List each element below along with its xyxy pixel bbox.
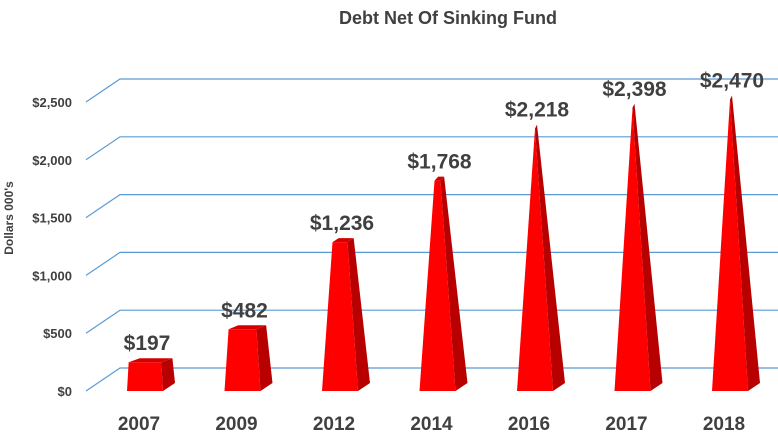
bar-2012: [322, 238, 370, 391]
y-tick-label: $1,000: [32, 268, 72, 283]
x-tick-label: 2014: [410, 414, 453, 435]
bar-2018: [712, 95, 760, 391]
bar-side: [256, 325, 273, 391]
bar-top: [332, 238, 354, 243]
x-tick-label: 2007: [118, 414, 160, 435]
x-tick-label: 2018: [703, 414, 745, 435]
bar-side: [730, 95, 760, 391]
data-label: $1,236: [310, 212, 374, 235]
bar-side: [535, 124, 565, 392]
x-tick-label: 2009: [215, 414, 257, 435]
y-tick-label: $1,500: [32, 211, 72, 226]
y-axis-ticks: $0 $500 $1,000 $1,500 $2,000 $2,500: [32, 95, 72, 399]
bar-top: [434, 176, 445, 181]
y-axis-label: Dollars 000's: [2, 181, 16, 255]
x-tick-label: 2016: [508, 414, 550, 435]
bars: [127, 95, 760, 392]
bar-top: [228, 325, 267, 330]
bar-2009: [224, 325, 273, 391]
bar-side: [632, 103, 663, 391]
y-tick-label: $0: [58, 384, 72, 399]
bar-side: [161, 358, 175, 391]
data-label: $2,470: [700, 69, 764, 92]
bar-front: [614, 107, 651, 391]
bar-front: [712, 99, 748, 391]
bar-2014: [419, 176, 468, 391]
chart-title: Debt Net Of Sinking Fund: [339, 8, 557, 28]
gridline: [85, 309, 778, 334]
x-tick-label: 2017: [605, 414, 647, 435]
x-axis-ticks: 2007 2009 2012 2014 2016 2017 2018: [118, 414, 745, 435]
bar-side: [347, 238, 370, 391]
gridline: [85, 251, 778, 276]
bar-front: [127, 362, 163, 391]
bar-2017: [614, 103, 663, 391]
bar-2007: [127, 358, 175, 391]
data-label: $482: [221, 299, 268, 322]
bar-front: [322, 242, 358, 391]
gridline: [85, 136, 778, 161]
data-labels: $197 $482 $1,236 $1,768 $2,218 $2,398 $2,470: [124, 69, 764, 355]
gridline: [85, 194, 778, 219]
y-tick-label: $2,000: [32, 153, 72, 168]
bar-2016: [517, 124, 565, 392]
bar-side: [440, 176, 468, 391]
x-tick-label: 2012: [313, 414, 355, 435]
bar-front: [419, 180, 456, 391]
data-label: $197: [124, 332, 171, 355]
data-label: $1,768: [407, 151, 472, 174]
gridline: [85, 78, 778, 103]
y-tick-label: $2,500: [32, 95, 72, 110]
y-tick-label: $500: [43, 326, 72, 341]
bar-top: [128, 358, 173, 363]
bar-front: [224, 329, 261, 391]
data-label: $2,218: [505, 99, 570, 122]
bar-front: [517, 128, 553, 392]
data-label: $2,398: [602, 78, 667, 101]
